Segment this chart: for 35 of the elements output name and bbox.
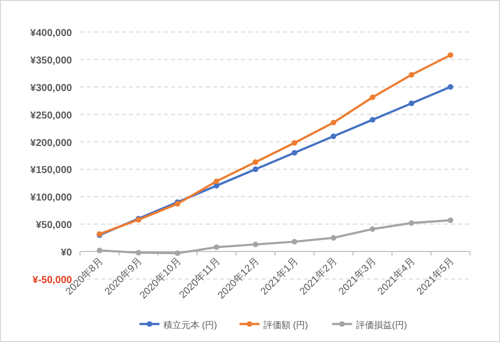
point [214, 178, 220, 184]
point [292, 238, 298, 244]
point [370, 94, 376, 100]
point [252, 166, 258, 172]
point [136, 250, 142, 256]
legend-label: 積立元本 (円) [164, 320, 217, 330]
y-tick-label: ¥350,000 [30, 55, 72, 66]
point [330, 120, 336, 126]
point [448, 84, 454, 90]
point [448, 217, 454, 224]
point [252, 242, 258, 248]
point [408, 72, 414, 78]
point [174, 250, 180, 256]
y-tick-label: ¥50,000 [36, 220, 72, 232]
y-tick-label: ¥150,000 [30, 165, 72, 176]
point [330, 133, 336, 140]
point [252, 159, 258, 165]
point [330, 235, 336, 241]
point [292, 140, 298, 146]
y-tick-label: ¥250,000 [30, 110, 72, 122]
y-tick-label: ¥300,000 [30, 82, 72, 94]
y-tick-label: ¥0 [60, 248, 72, 259]
legend-label: 評価額 (円) [264, 320, 308, 330]
point [370, 226, 376, 232]
point [370, 117, 376, 123]
y-tick-label: ¥100,000 [30, 192, 72, 204]
point [292, 150, 298, 156]
point [96, 248, 102, 254]
point [408, 100, 414, 106]
legend-label: 評価損益(円) [356, 320, 407, 330]
point [214, 244, 220, 250]
point [408, 220, 414, 226]
point [448, 52, 454, 58]
y-tick-label: ¥400,000 [30, 28, 72, 39]
y-tick-label: ¥200,000 [30, 138, 72, 149]
